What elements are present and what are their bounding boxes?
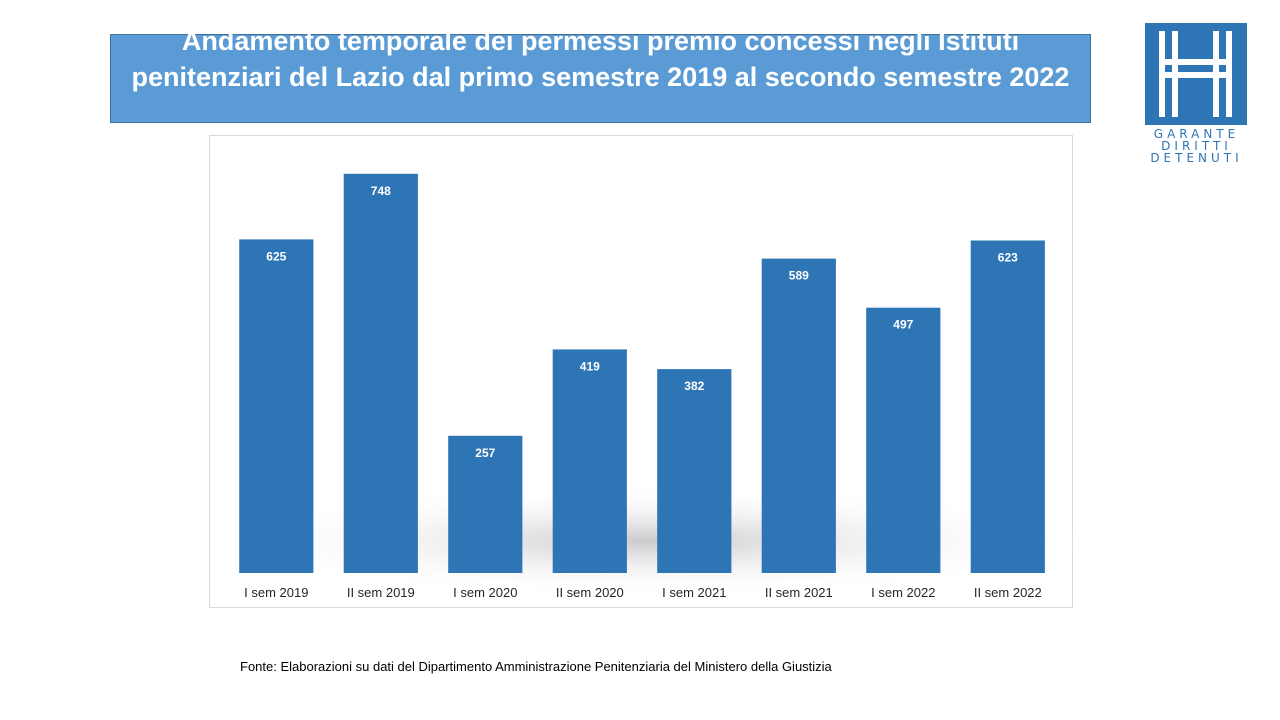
- x-tick-label-6: II sem 2021: [765, 585, 833, 600]
- bar-1: [239, 239, 314, 573]
- data-label-8: 623: [998, 251, 1018, 265]
- data-label-7: 497: [893, 318, 913, 332]
- x-tick-label-5: I sem 2021: [662, 585, 726, 600]
- logo-text-line-3: DETENUTI: [1150, 151, 1243, 165]
- chart-title: Andamento temporale dei permessi premio …: [131, 26, 1070, 92]
- data-label-1: 625: [266, 249, 286, 263]
- logo-text-line-1: GARANTE: [1153, 127, 1240, 141]
- bar-4: [552, 349, 627, 573]
- data-label-2: 748: [371, 184, 391, 198]
- data-label-5: 382: [684, 379, 704, 393]
- bar-8: [970, 240, 1045, 573]
- bar-7: [866, 307, 941, 573]
- data-label-4: 419: [580, 359, 600, 373]
- x-tick-label-2: II sem 2019: [347, 585, 415, 600]
- title-banner: Andamento temporale dei permessi premio …: [110, 26, 1091, 123]
- floor-shadow: [210, 486, 1074, 596]
- bar-5: [657, 369, 732, 573]
- data-label-6: 589: [789, 269, 809, 283]
- bar-6: [761, 258, 836, 573]
- data-label-3: 257: [475, 446, 495, 460]
- source-note: Fonte: Elaborazioni su dati del Dipartim…: [240, 659, 832, 674]
- x-tick-label-7: I sem 2022: [871, 585, 935, 600]
- garante-logo: GARANTE DIRITTI DETENUTI: [1145, 23, 1248, 165]
- chart-area: 625 I sem 2019 748 II sem 2019 257 I sem 2020…: [209, 135, 1074, 608]
- x-tick-label-1: I sem 2019: [244, 585, 308, 600]
- bar-3: [448, 435, 523, 573]
- x-tick-label-8: II sem 2022: [974, 585, 1042, 600]
- bar-chart: 625 I sem 2019 748 II sem 2019 257 I sem 2020…: [210, 173, 1074, 600]
- bar-2: [343, 173, 418, 574]
- logo-mark-icon: [1145, 23, 1247, 125]
- x-tick-label-4: II sem 2020: [556, 585, 624, 600]
- x-tick-label-3: I sem 2020: [453, 585, 517, 600]
- logo-text-line-2: DIRITTI: [1161, 139, 1232, 153]
